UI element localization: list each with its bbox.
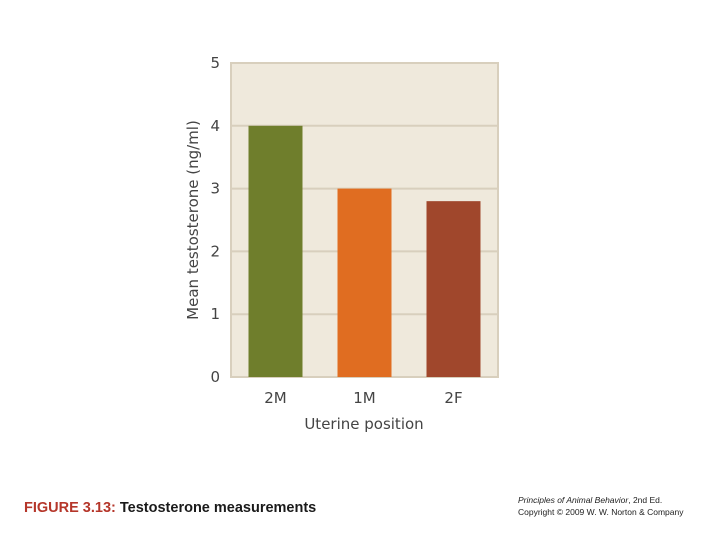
y-axis-ticks: 0 1 2 3 4 5: [210, 54, 220, 386]
x-tick-label: 2M: [264, 389, 287, 407]
y-tick-label: 0: [210, 368, 220, 386]
y-tick-label: 5: [210, 54, 220, 72]
bar-2F: [426, 201, 481, 377]
book-edition: , 2nd Ed.: [628, 495, 663, 505]
y-tick-label: 4: [210, 117, 220, 135]
bar-1M: [337, 188, 392, 377]
figure-caption: FIGURE 3.13: Testosterone measurements: [24, 500, 316, 516]
y-axis-title: Mean testosterone (ng/ml): [184, 120, 202, 320]
figure-number: FIGURE 3.13:: [24, 500, 116, 516]
copyright-line: Copyright © 2009 W. W. Norton & Company: [518, 507, 684, 517]
x-tick-label: 1M: [353, 389, 376, 407]
x-axis-title: Uterine position: [304, 415, 423, 433]
y-tick-label: 2: [210, 242, 220, 260]
x-axis-ticks: 2M 1M 2F: [264, 389, 462, 407]
bar-2M: [248, 125, 303, 377]
bars: [248, 125, 481, 377]
x-tick-label: 2F: [444, 389, 462, 407]
y-tick-label: 1: [210, 305, 220, 323]
book-title: Principles of Animal Behavior: [518, 495, 629, 505]
y-tick-label: 3: [210, 180, 220, 198]
figure-title: Testosterone measurements: [119, 500, 317, 516]
book-credit: Principles of Animal Behavior, 2nd Ed. C…: [518, 494, 708, 518]
